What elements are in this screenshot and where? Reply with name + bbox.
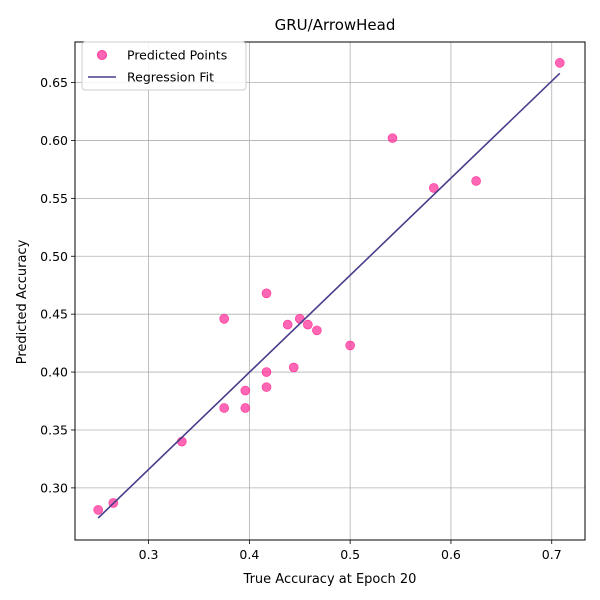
x-tick-label: 0.6 bbox=[441, 547, 461, 562]
x-axis-title: True Accuracy at Epoch 20 bbox=[243, 572, 417, 587]
data-point bbox=[429, 183, 439, 193]
data-point bbox=[240, 385, 251, 396]
legend-marker-predicted-points bbox=[97, 50, 107, 60]
data-point bbox=[219, 313, 229, 324]
data-point bbox=[93, 505, 103, 515]
data-point bbox=[294, 313, 305, 324]
x-tick-label: 0.5 bbox=[340, 547, 360, 562]
x-tick-label: 0.7 bbox=[542, 547, 562, 562]
x-tick-label: 0.4 bbox=[239, 547, 259, 562]
data-point bbox=[303, 319, 313, 330]
data-point bbox=[240, 403, 251, 413]
grid bbox=[75, 42, 585, 540]
data-point bbox=[555, 58, 565, 68]
regression-fit-line bbox=[97, 72, 561, 519]
data-point bbox=[261, 288, 272, 299]
y-axis: 0.30 0.35 0.40 0.45 0.50 0.55 0.60 0.65 bbox=[40, 75, 75, 495]
data-point bbox=[282, 319, 293, 330]
y-tick-label: 0.65 bbox=[40, 75, 68, 90]
y-tick-label: 0.60 bbox=[40, 133, 68, 148]
chart-title: GRU/ArrowHead bbox=[275, 16, 396, 34]
x-axis: 0.3 0.4 0.5 0.6 0.7 bbox=[139, 540, 562, 562]
y-axis-title: Predicted Accuracy bbox=[15, 239, 30, 364]
y-tick-label: 0.50 bbox=[40, 249, 68, 264]
data-point bbox=[387, 133, 398, 143]
legend-box bbox=[81, 41, 247, 91]
y-tick-label: 0.45 bbox=[40, 307, 68, 322]
plot-frame bbox=[74, 41, 586, 541]
data-point bbox=[261, 367, 272, 377]
y-tick-label: 0.55 bbox=[40, 191, 68, 206]
legend-label-predicted-points: Predicted Points bbox=[127, 48, 227, 63]
x-tick-label: 0.3 bbox=[139, 547, 159, 562]
data-point bbox=[345, 340, 355, 351]
data-point bbox=[312, 325, 322, 336]
y-tick-label: 0.40 bbox=[40, 365, 68, 380]
legend: Predicted Points Regression Fit bbox=[81, 41, 247, 91]
y-tick-label: 0.30 bbox=[40, 480, 68, 495]
y-tick-label: 0.35 bbox=[40, 422, 68, 437]
data-point bbox=[288, 362, 299, 373]
legend-label-regression-fit: Regression Fit bbox=[127, 70, 214, 85]
data-point bbox=[261, 382, 272, 392]
data-point bbox=[471, 176, 481, 186]
plot-area bbox=[93, 58, 565, 519]
data-point bbox=[219, 403, 229, 413]
